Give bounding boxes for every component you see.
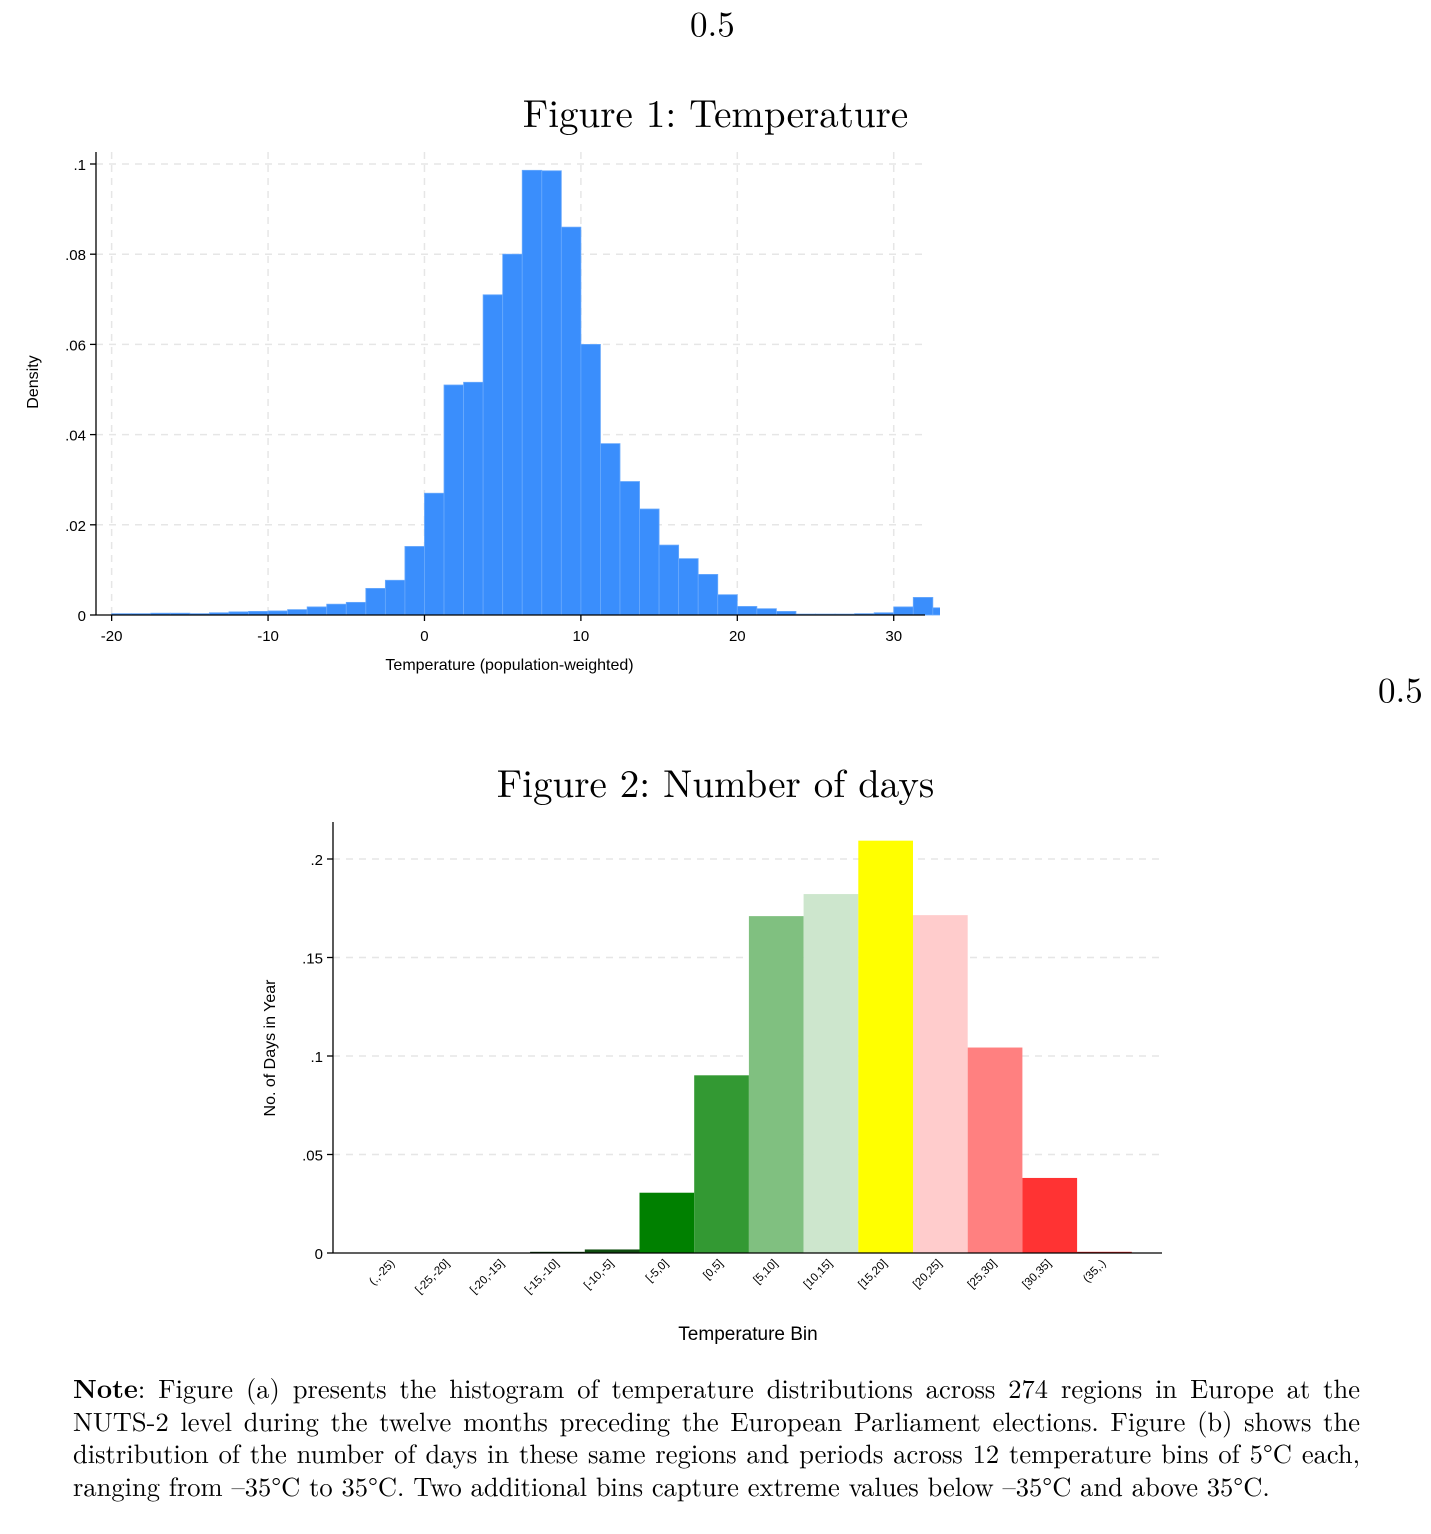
category-label: [0,5]: [701, 1258, 725, 1282]
histogram-bar: [600, 443, 621, 616]
category-label: (.,-25): [367, 1258, 397, 1288]
y-tick-label: .04: [65, 428, 86, 445]
category-label: [30,35]: [1021, 1258, 1054, 1291]
temperature-bin-bar: [584, 1249, 640, 1253]
note-text: : Figure (a) presents the histogram of t…: [73, 1368, 1360, 1504]
y-tick-label: .1: [73, 157, 86, 174]
category-label: [-20,-15]: [468, 1258, 507, 1297]
histogram-bar: [580, 343, 601, 616]
x-tick-label: 10: [573, 628, 590, 645]
histogram-bar: [463, 381, 484, 616]
histogram-bar: [306, 606, 328, 616]
histogram-bar: [658, 544, 680, 616]
histogram-bar: [912, 597, 934, 616]
y-tick-label: 0: [78, 608, 86, 625]
figure-note: Note: Figure (a) presents the histogram …: [73, 1371, 1360, 1501]
x-axis-title: Temperature (population-weighted): [385, 657, 633, 674]
category-label: (35,.): [1081, 1258, 1109, 1286]
figure1-caption: Figure 1: Temperature: [522, 84, 909, 139]
stray-label-right: 0.5: [1378, 664, 1423, 713]
y-tick-label: 0: [315, 1246, 323, 1263]
histogram-bar: [717, 594, 738, 616]
histogram-bar: [404, 546, 425, 616]
temperature-bin-bar: [1022, 1177, 1078, 1253]
category-label: [5,10]: [752, 1258, 781, 1287]
category-label: [15,20]: [856, 1258, 889, 1291]
category-label: [10,15]: [802, 1258, 835, 1291]
histogram-bar: [560, 226, 582, 616]
histogram-bar: [639, 508, 660, 616]
histogram-bar: [326, 603, 347, 616]
histogram-bar: [697, 574, 719, 616]
y-axis-title: No. of Days in Year: [262, 979, 279, 1117]
temperature-bin-bar: [803, 894, 859, 1253]
figure2-bar-chart: 0 .05 .1 .15 .2 (.,-25) [-25,-20] [-20,-15] [-15…: [262, 822, 1162, 1345]
histogram-bar: [619, 481, 640, 616]
histogram-bar: [443, 384, 464, 616]
category-label: [-10,-5]: [582, 1258, 616, 1292]
note-label: Note: [73, 1368, 138, 1406]
figure1-histogram: 0 .02 .04 .06 .08 .1 -20 -10 0 10 20 30 Temperature …: [25, 152, 940, 674]
y-tick-label: .15: [302, 951, 323, 968]
category-label: [20,25]: [911, 1258, 944, 1291]
x-tick-label: -20: [101, 628, 123, 645]
y-axis-title: Density: [25, 355, 42, 408]
x-axis-title: Temperature Bin: [678, 1324, 817, 1345]
temperature-bin-bar: [639, 1192, 695, 1253]
temperature-bin-bar: [748, 916, 804, 1253]
temperature-bin-bar: [858, 840, 913, 1253]
histogram-bar: [424, 492, 445, 616]
category-label: [-15,-10]: [523, 1258, 562, 1297]
category-label: [-25,-20]: [413, 1258, 452, 1297]
stray-label-top: 0.5: [690, 0, 735, 47]
x-tick-label: 20: [729, 628, 746, 645]
histogram-bar: [521, 169, 543, 616]
x-tick-label: 0: [420, 628, 428, 645]
temperature-bin-bar: [694, 1075, 749, 1253]
histogram-bar: [502, 253, 523, 616]
x-tick-label: -10: [257, 628, 279, 645]
histogram-bar: [345, 601, 367, 616]
histogram-bar: [893, 606, 914, 616]
y-tick-label: .06: [65, 337, 86, 354]
temperature-bin-bar: [913, 915, 968, 1253]
histogram-bar: [541, 170, 562, 616]
y-tick-label: .08: [65, 247, 86, 264]
histogram-bar: [932, 607, 940, 616]
temperature-bin-bar: [967, 1047, 1023, 1253]
y-tick-label: .02: [65, 518, 86, 535]
histogram-bar: [756, 608, 777, 616]
histogram-bar: [736, 606, 758, 616]
category-label: [25,30]: [966, 1258, 999, 1291]
histogram-bar: [482, 294, 504, 616]
x-tick-label: 30: [885, 628, 902, 645]
histogram-bar: [287, 609, 308, 616]
y-tick-label: .05: [302, 1148, 323, 1165]
y-tick-label: .1: [310, 1049, 323, 1066]
histogram-bar: [365, 587, 386, 616]
histogram-bar: [384, 579, 406, 616]
category-label: [-5,0]: [644, 1258, 671, 1285]
histogram-bar: [678, 558, 699, 616]
figure2-caption: Figure 2: Number of days: [496, 754, 935, 809]
y-tick-label: .2: [310, 852, 323, 869]
